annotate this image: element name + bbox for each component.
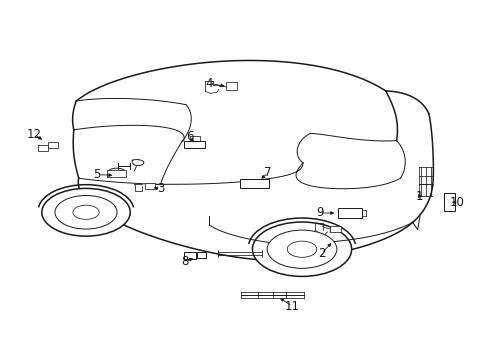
Ellipse shape [252,222,351,276]
Ellipse shape [42,188,130,236]
Text: 10: 10 [448,196,463,209]
Bar [239,179,268,188]
Bar [329,226,340,232]
Text: 3: 3 [157,183,164,195]
Text: 2: 2 [317,247,325,260]
Text: 4: 4 [205,77,213,90]
Bar [48,142,58,148]
Ellipse shape [55,195,117,229]
Bar [183,140,205,148]
Bar [144,183,155,189]
Text: 6: 6 [186,130,193,144]
Ellipse shape [266,230,336,268]
Ellipse shape [287,241,316,257]
Text: 5: 5 [93,168,101,181]
Bar [226,82,237,90]
Text: 12: 12 [26,127,41,141]
Text: 7: 7 [264,166,271,179]
Text: 8: 8 [181,255,188,268]
Bar [196,252,206,258]
Ellipse shape [73,205,99,219]
Bar [183,252,195,259]
Text: 11: 11 [284,300,299,313]
Bar [337,208,361,219]
Text: 1: 1 [414,190,422,203]
Bar [444,193,454,211]
Text: 9: 9 [316,207,323,220]
